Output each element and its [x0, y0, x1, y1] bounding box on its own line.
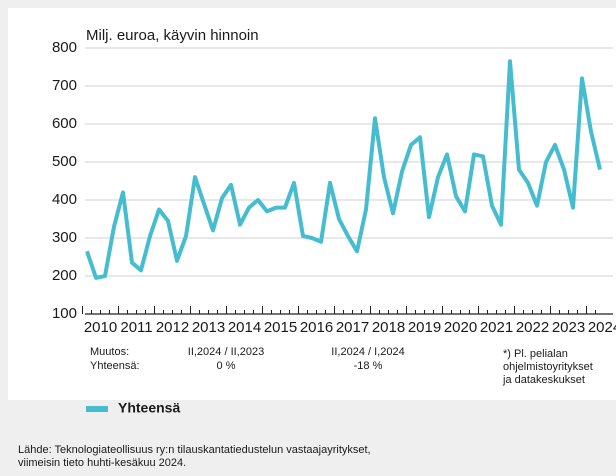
data-line [85, 59, 602, 280]
panel [8, 8, 616, 400]
change-value: -18 % [354, 360, 383, 372]
legend-swatch [86, 406, 108, 412]
x-tick-label: 2017 [336, 319, 369, 336]
change-label: Muutos: [90, 346, 129, 358]
y-tick-label: 700 [52, 77, 77, 94]
x-tick-label: 2012 [156, 319, 189, 336]
y-tick-label: 500 [52, 153, 77, 170]
source: viimeisin tieto huhti-kesäkuu 2024. [18, 457, 186, 469]
note: ohjelmistoyritykset [503, 361, 593, 373]
note: ja datakeskukset [502, 374, 585, 386]
change-value: 0 % [217, 360, 236, 372]
x-tick-label: 2015 [264, 319, 297, 336]
x-tick-label: 2022 [516, 319, 549, 336]
y-tick-label: 100 [52, 305, 77, 322]
source: Lähde: Teknologiateollisuus ry:n tilausk… [18, 444, 371, 456]
x-tick-label: 2016 [300, 319, 333, 336]
x-tick-label: 2019 [408, 319, 441, 336]
y-tick-label: 300 [52, 229, 77, 246]
y-tick-label: 400 [52, 191, 77, 208]
y-axis-label: Milj. euroa, käyvin hinnoin [86, 27, 259, 44]
x-tick-label: 2011 [120, 319, 152, 336]
x-tick-label: 2024 [588, 319, 616, 336]
change-period: II,2024 / I,2024 [331, 346, 404, 358]
legend-label: Yhteensä [118, 400, 180, 416]
x-tick-label: 2010 [84, 319, 117, 336]
y-tick-label: 800 [52, 39, 77, 56]
x-tick-label: 2023 [552, 319, 585, 336]
x-tick-label: 2013 [192, 319, 225, 336]
y-tick-label: 600 [52, 115, 77, 132]
x-tick-label: 2014 [228, 319, 261, 336]
change-label: Yhteensä: [90, 360, 140, 372]
x-tick-label: 2021 [480, 319, 513, 336]
y-tick-label: 200 [52, 267, 77, 284]
change-period: II,2024 / II,2023 [188, 346, 264, 358]
x-tick-label: 2020 [444, 319, 477, 336]
x-tick-label: 2018 [372, 319, 405, 336]
note: *) Pl. pelialan [503, 348, 568, 360]
